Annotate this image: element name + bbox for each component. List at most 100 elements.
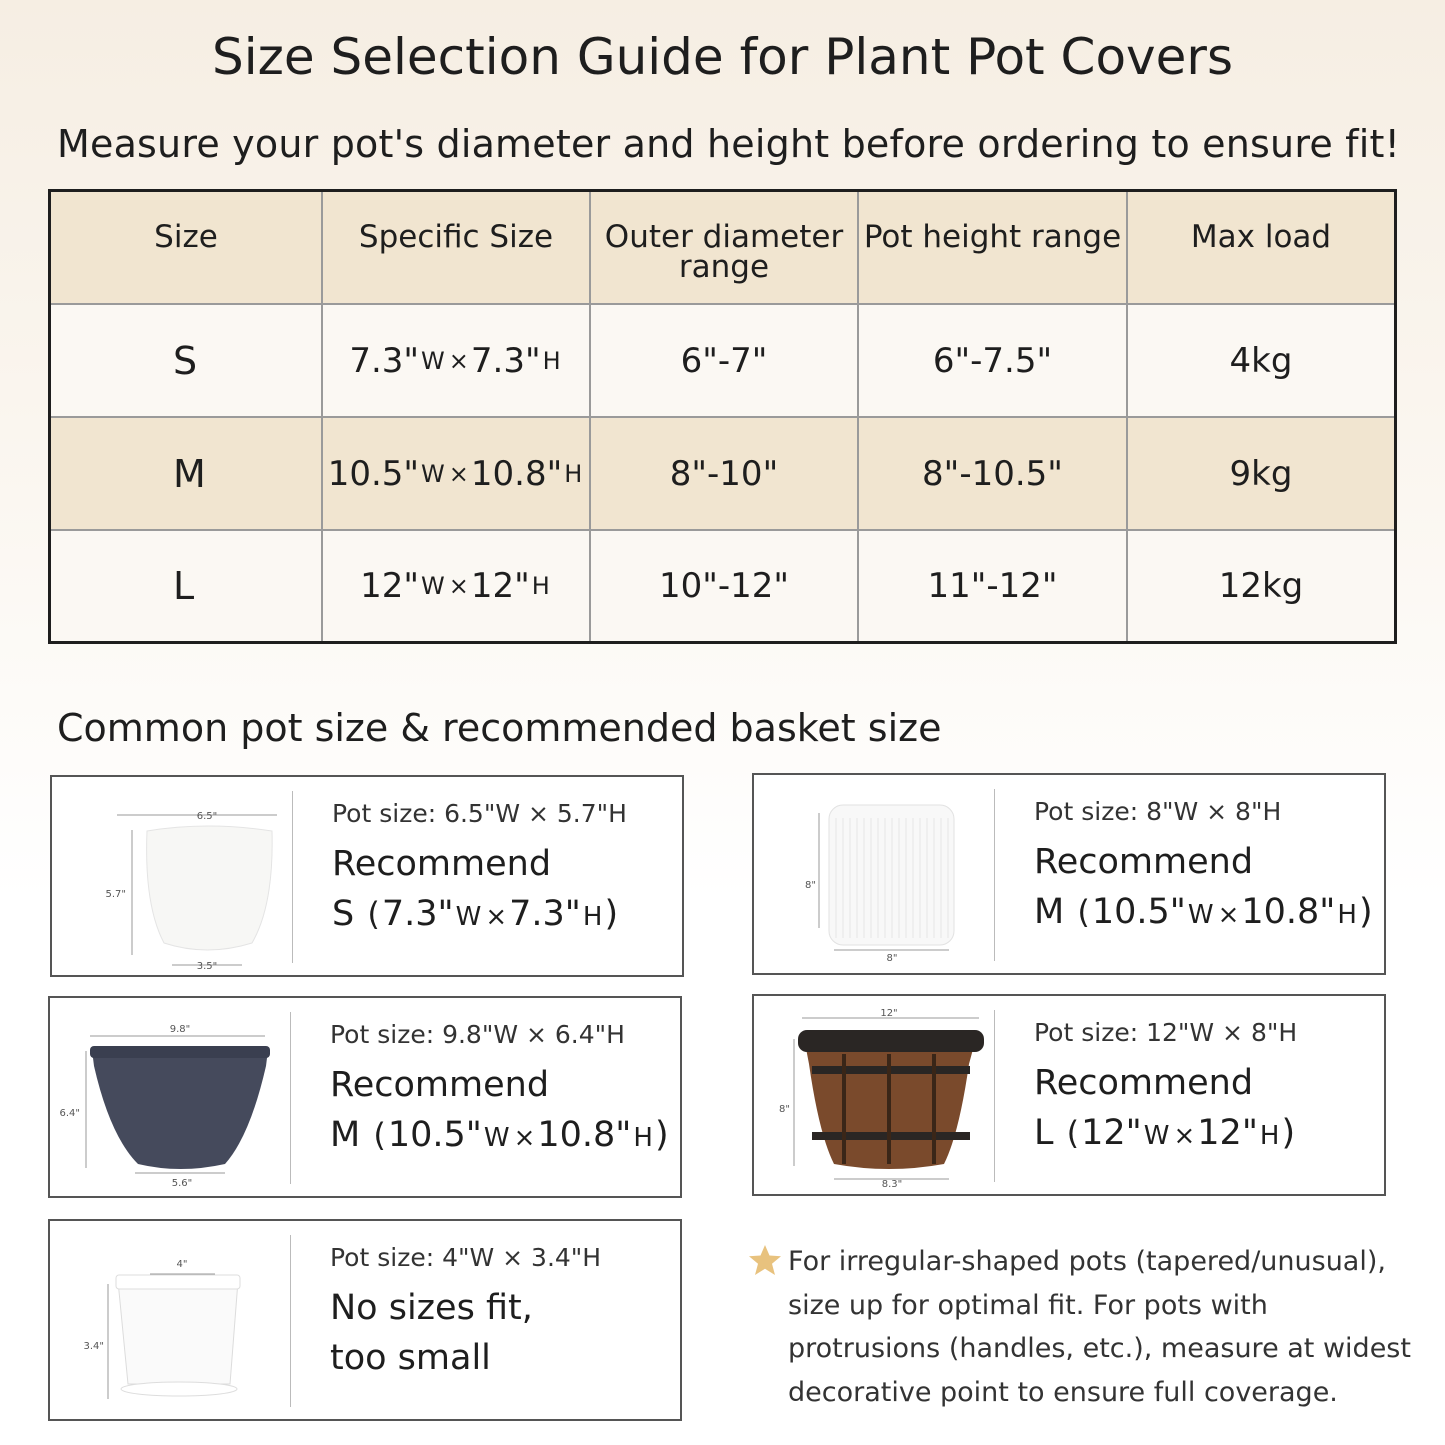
pot-size: Pot size: 8"W × 8"H: [1034, 797, 1282, 826]
height-cell: 6"-7.5": [859, 305, 1128, 418]
width-unit: W: [421, 459, 445, 488]
load-cell: 4kg: [1128, 305, 1394, 418]
dimension-label: 5.7": [105, 889, 126, 900]
dimension-label: 12": [880, 1008, 897, 1019]
size-letter: S: [332, 894, 355, 934]
load-cell: 9kg: [1128, 418, 1394, 531]
recommend-label: Recommend: [330, 1065, 550, 1105]
times-sign: ×: [485, 902, 508, 932]
size-letter: M: [1034, 892, 1065, 932]
pot-card: 8" 8" Pot size: 8"W × 8"H Recommend M (10.5"…: [752, 773, 1386, 975]
recommended-size: S (7.3"W ×7.3"H): [332, 894, 619, 934]
recommendation: Recommend S (7.3"W ×7.3"H): [332, 839, 618, 942]
pot-image-white-round: 6.5" 5.7" 3.5": [105, 811, 277, 970]
recommend-label: Recommend: [1034, 842, 1254, 882]
width-unit: W: [1143, 1121, 1170, 1151]
section-title: Common pot size & recommended basket siz…: [57, 706, 942, 750]
size-cell: L: [51, 531, 323, 641]
height-value: 12": [470, 566, 530, 606]
recommended-size: M (10.5"W ×10.8"H): [330, 1115, 669, 1155]
dimension-label: 8": [779, 1104, 790, 1115]
pot-card: 6.5" 5.7" 3.5" Pot size: 6.5"W × 5.7"H Recom…: [50, 775, 684, 977]
width-value: 10.5": [1091, 892, 1186, 932]
width-value: 7.3": [381, 894, 454, 934]
height-value: 10.8": [537, 1115, 632, 1155]
dimension-label: 8.3": [882, 1179, 903, 1189]
width-value: 10.5": [387, 1115, 482, 1155]
height-unit: H: [633, 1123, 653, 1153]
width-unit: W: [421, 346, 445, 375]
dimension-label: 6.4": [60, 1108, 80, 1119]
pot-card: 4" 3.4" Pot size: 4"W × 3.4"H No sizes fit,…: [48, 1219, 682, 1421]
divider: [290, 1235, 291, 1407]
size-cell: M: [51, 418, 323, 531]
width-unit: W: [455, 902, 482, 932]
height-value: 12": [1197, 1113, 1258, 1153]
height-unit: H: [1337, 900, 1357, 930]
dimension-label: 3.5": [197, 961, 218, 970]
dimension-label: 6.5": [197, 811, 218, 822]
width-value: 10.5": [327, 453, 420, 494]
recommend-label: Recommend: [332, 844, 552, 884]
fit-note: For irregular-shaped pots (tapered/unusu…: [788, 1246, 1411, 1408]
times-sign: ×: [1217, 900, 1240, 930]
pot-image-navy-bowl: 9.8" 6.4" 5.6": [60, 1024, 270, 1189]
diameter-cell: 6"-7": [591, 305, 859, 418]
dimension-label: 9.8": [170, 1024, 191, 1035]
height-cell: 8"-10.5": [859, 418, 1128, 531]
specific-size-cell: 7.3" W × 7.3" H: [323, 305, 591, 418]
dimension-label: 3.4": [83, 1341, 104, 1352]
width-unit: W: [1187, 900, 1214, 930]
times-sign: ×: [513, 1123, 536, 1153]
recommended-size: L (12"W ×12"H): [1034, 1113, 1296, 1153]
subtitle: Measure your pot's diameter and height b…: [57, 122, 1401, 166]
recommend-label: No sizes fit,: [330, 1288, 533, 1328]
recommend-label: Recommend: [1034, 1063, 1254, 1103]
height-value: 10.8": [1241, 892, 1336, 932]
width-unit: W: [483, 1123, 510, 1153]
times-sign: ×: [1173, 1121, 1196, 1151]
table-header: Max load: [1128, 192, 1394, 305]
table-header: Size: [51, 192, 323, 305]
recommend-label-2: too small: [330, 1338, 491, 1378]
recommendation: Recommend M (10.5"W ×10.8"H): [330, 1060, 669, 1163]
specific-size-cell: 12" W × 12" H: [323, 531, 591, 641]
height-value: 10.8": [470, 453, 563, 494]
pot-size: Pot size: 4"W × 3.4"H: [330, 1243, 602, 1272]
diameter-cell: 10"-12": [591, 531, 859, 641]
recommendation: Recommend M (10.5"W ×10.8"H): [1034, 837, 1373, 940]
height-unit: H: [531, 572, 550, 600]
recommendation: No sizes fit, too small: [330, 1283, 533, 1383]
divider: [292, 791, 293, 963]
load-cell: 12kg: [1218, 566, 1304, 606]
specific-size-cell: 10.5" W × 10.8" H: [323, 418, 591, 531]
size-cell: S: [51, 305, 323, 418]
width-value: 7.3": [349, 340, 420, 381]
width-value: 12": [360, 566, 420, 606]
size-table: Size Specific Size Outer diameter range Pot…: [48, 189, 1397, 644]
star-icon: [749, 1245, 781, 1275]
height-cell: 11"-12": [859, 531, 1128, 641]
recommended-size: M (10.5"W ×10.8"H): [1034, 892, 1373, 932]
divider: [994, 789, 995, 961]
pot-image-white-small: 4" 3.4": [83, 1259, 241, 1399]
page-title: Size Selection Guide for Plant Pot Cover…: [212, 28, 1233, 86]
diameter-cell: 8"-10": [591, 418, 859, 531]
height-unit: H: [542, 346, 561, 375]
recommendation: Recommend L (12"W ×12"H): [1034, 1058, 1295, 1161]
table-header: Pot height range: [859, 192, 1128, 305]
height-unit: H: [564, 459, 583, 488]
pot-image-barrel: 12" 8" 8.3": [779, 1008, 984, 1189]
width-unit: W: [421, 572, 445, 600]
divider: [290, 1012, 291, 1184]
height-value: 7.3": [470, 340, 541, 381]
dimension-label: 8": [887, 953, 898, 964]
times-sign: ×: [448, 459, 469, 488]
pot-card: 9.8" 6.4" 5.6" Pot size: 9.8"W × 6.4"H Recom…: [48, 996, 682, 1198]
table-header: Outer diameter range: [591, 192, 859, 305]
width-value: 12": [1081, 1113, 1142, 1153]
dimension-label: 5.6": [172, 1178, 193, 1189]
times-sign: ×: [448, 572, 469, 600]
size-letter: M: [330, 1115, 361, 1155]
pot-size: Pot size: 6.5"W × 5.7"H: [332, 799, 627, 828]
